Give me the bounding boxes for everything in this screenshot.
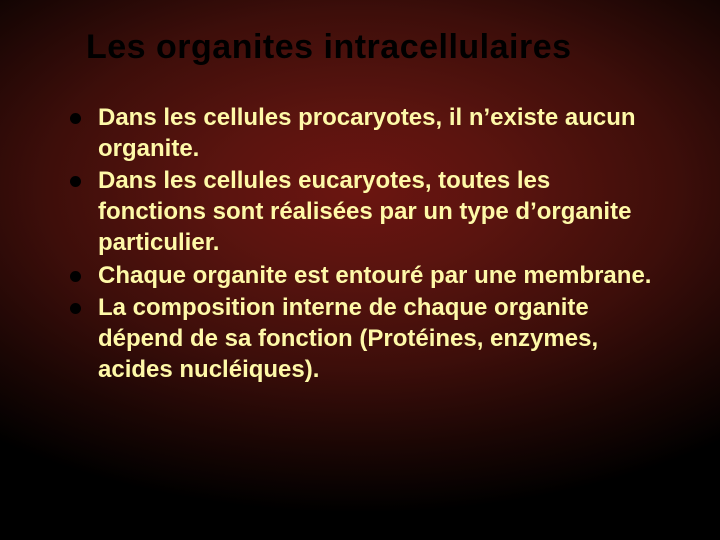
list-item: Dans les cellules eucaryotes, toutes les… xyxy=(64,166,660,258)
slide: Les organites intracellulaires Dans les … xyxy=(0,0,720,540)
list-item: Dans les cellules procaryotes, il n’exis… xyxy=(64,103,660,164)
list-item: La composition interne de chaque organit… xyxy=(64,293,660,385)
slide-title: Les organites intracellulaires xyxy=(56,28,670,67)
list-item: Chaque organite est entouré par une memb… xyxy=(64,261,660,292)
bullet-list: Dans les cellules procaryotes, il n’exis… xyxy=(56,103,670,385)
